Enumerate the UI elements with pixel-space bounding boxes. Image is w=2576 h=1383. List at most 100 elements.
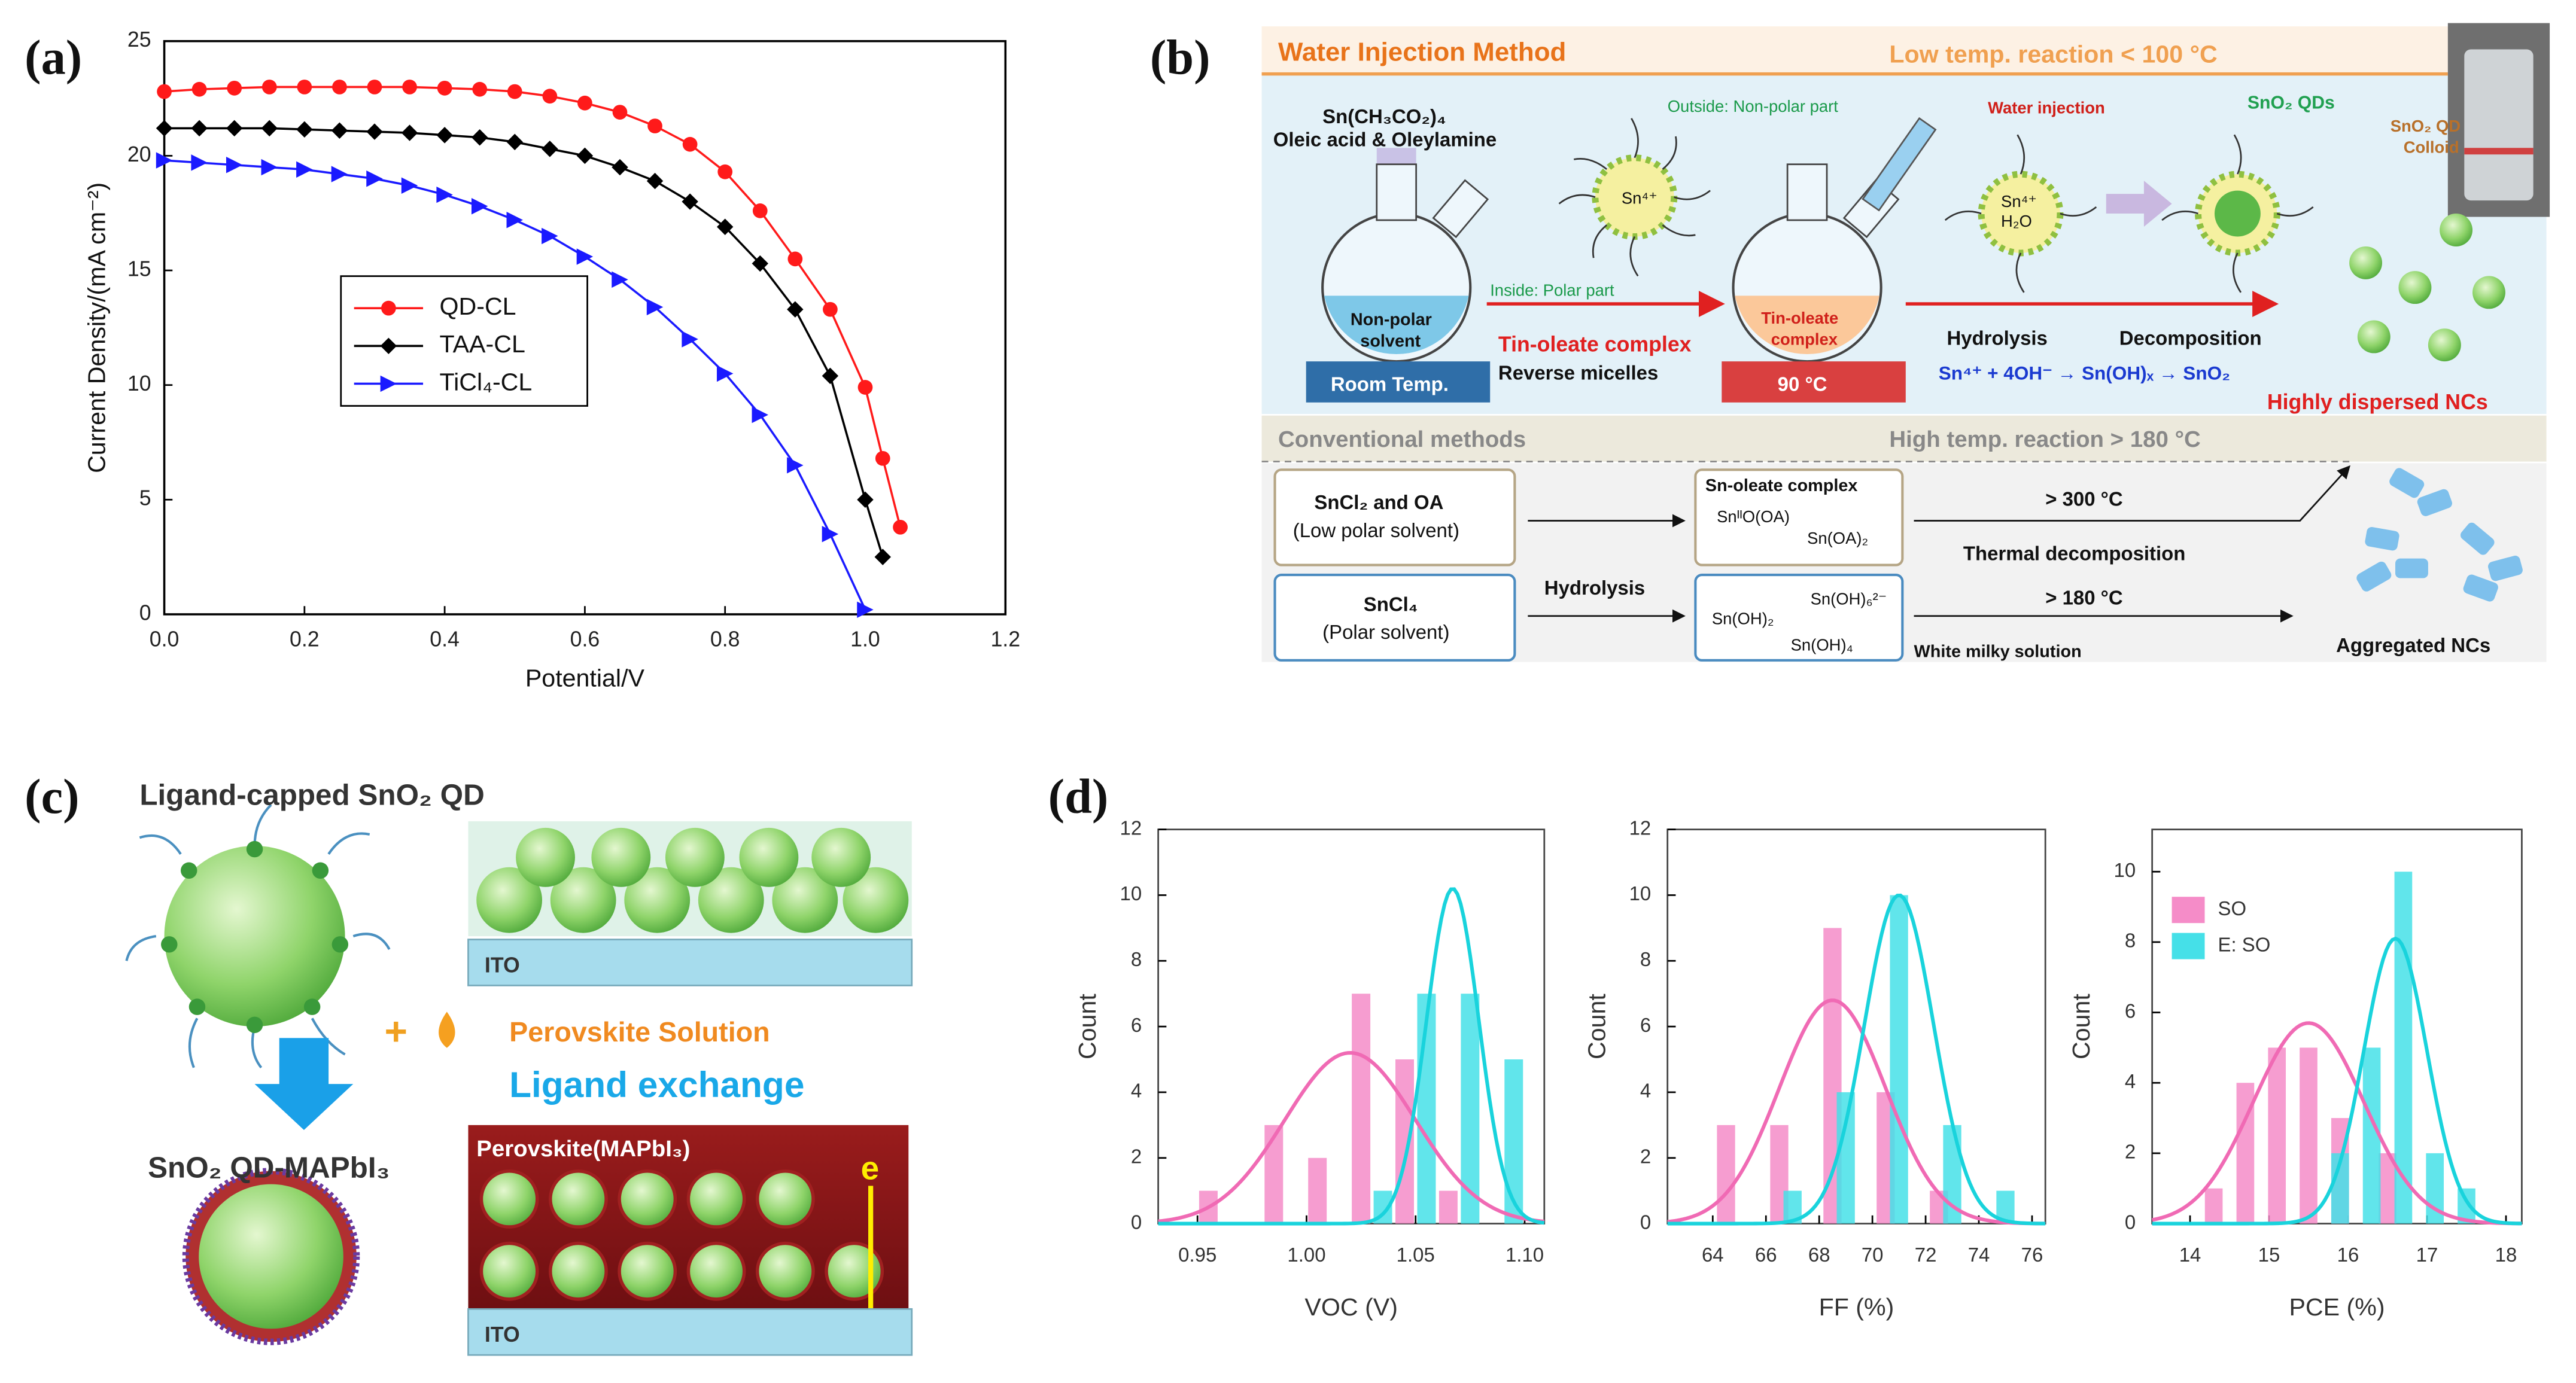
y-tick-label: 8 (2125, 930, 2136, 952)
diagram-text: White milky solution (1914, 642, 2082, 661)
panel-label: (a) (25, 31, 82, 85)
x-tick-label: 0.0 (150, 627, 180, 651)
diagram-text: > 180 °C (2045, 586, 2122, 608)
marker (682, 136, 698, 152)
diagram-text: Sn(OH)₆²⁻ (1811, 589, 1887, 608)
x-tick-label: 76 (2021, 1244, 2043, 1266)
qd-core (2214, 190, 2261, 237)
diagram-text: Oleic acid & Oleylamine (1273, 128, 1497, 150)
diagram-text: SnO₂ QD-MAPbI₃ (148, 1152, 390, 1184)
nc-cluster (2349, 214, 2505, 362)
marker (332, 80, 347, 95)
x-tick-label: 0.8 (710, 627, 740, 651)
marker (787, 301, 804, 318)
x-tick-label: 15 (2258, 1244, 2280, 1266)
diagram-text: Hydrolysis (1544, 577, 1645, 599)
marker (261, 80, 277, 95)
marker (191, 120, 208, 137)
marker (542, 227, 558, 245)
marker (612, 105, 628, 120)
diagram-text: Highly dispersed NCs (2267, 390, 2488, 414)
diagram-text: 90 °C (1778, 373, 1827, 395)
bar (1308, 1157, 1327, 1224)
bar (2268, 1047, 2286, 1224)
diagram-text: Sn(CH₃CO₂)₄ (1322, 105, 1446, 127)
diagram-text: Tin-oleate complex (1498, 333, 1692, 357)
flask-neck (1786, 163, 1828, 221)
bar (1717, 1125, 1735, 1224)
bar (1890, 895, 1908, 1224)
marker (436, 186, 453, 203)
box (1273, 468, 1516, 566)
diagram-text: Inside: Polar part (1490, 281, 1614, 299)
x-tick-label: 0.6 (570, 627, 600, 651)
series-line (164, 127, 884, 558)
x-tick-label: 1.2 (990, 627, 1020, 651)
x-axis-label: VOC (V) (1304, 1293, 1398, 1321)
marker (402, 80, 417, 95)
marker (261, 159, 278, 176)
y-tick-label: 10 (1629, 882, 1652, 904)
diagram-text: Water injection (1988, 99, 2105, 117)
diagram-text: SnO₂ QDs (2247, 93, 2335, 112)
marker (612, 159, 628, 176)
diagram-text: Room Temp. (1331, 373, 1449, 395)
qd (164, 846, 345, 1027)
marker (577, 95, 592, 111)
flask-liquid (1324, 296, 1469, 354)
syringe (1862, 117, 1937, 212)
diagram-text: Perovskite(MAPbI₃) (476, 1136, 690, 1162)
panel-b-art (1261, 23, 2550, 662)
panel-label: (d) (1048, 769, 1109, 824)
flask-neck (1376, 163, 1418, 221)
marker (893, 519, 908, 535)
marker (874, 549, 891, 565)
y-tick-label: 12 (1629, 817, 1652, 839)
diagram-text: Thermal decomposition (1963, 542, 2186, 564)
charts: 0.0 0.2 0.4 0.6 0.8 1.0 1.20510152025Potential… (83, 28, 2523, 1321)
diagram-text: Sn(OH)₄ (1791, 635, 1853, 654)
diagram-text: Hydrolysis (1947, 327, 2047, 349)
diagram-text: ITO (485, 953, 520, 977)
diagram-text: Sn⁴⁺ (1622, 189, 1657, 208)
x-tick-label: 0.95 (1178, 1244, 1216, 1266)
marker (612, 271, 628, 288)
plate (1306, 361, 1491, 403)
arrow-down (254, 1038, 354, 1131)
y-tick-label: 25 (127, 28, 151, 51)
y-tick-label: 10 (2114, 859, 2136, 881)
flask-side (1432, 179, 1489, 239)
y-tick-label: 8 (1131, 948, 1142, 970)
diagram-text: Conventional methods (1278, 427, 1526, 452)
y-tick-label: 6 (2125, 1000, 2136, 1022)
marker (682, 193, 698, 210)
y-tick-label: 12 (1120, 817, 1142, 839)
marker (787, 457, 804, 474)
marker (331, 166, 348, 182)
diagram-text: Tin-oleate (1761, 309, 1838, 327)
box (1694, 574, 1904, 662)
legend-label: E: SO (2218, 933, 2270, 955)
x-tick-label: 1.10 (1506, 1244, 1544, 1266)
marker (401, 124, 418, 141)
legend-swatch (2171, 897, 2205, 924)
y-tick-label: 4 (1640, 1080, 1651, 1102)
marker (471, 129, 488, 146)
diagram-text: (Polar solvent) (1322, 621, 1449, 643)
x-tick-label: 74 (1968, 1244, 1990, 1266)
marker (647, 118, 662, 133)
x-tick-label: 68 (1808, 1244, 1830, 1266)
plate (1722, 361, 1906, 403)
fit-curve (1158, 1051, 1545, 1224)
diagram-text: High temp. reaction > 180 °C (1889, 427, 2200, 452)
marker (646, 172, 664, 190)
marker (367, 80, 382, 95)
marker (296, 161, 313, 178)
diagram-text: e (861, 1149, 880, 1186)
diagram-text: (Low polar solvent) (1293, 519, 1459, 541)
y-tick-label: 20 (127, 142, 151, 166)
qd (199, 1184, 343, 1329)
box (1273, 574, 1516, 662)
bar (1504, 1059, 1523, 1224)
marker (787, 251, 803, 267)
